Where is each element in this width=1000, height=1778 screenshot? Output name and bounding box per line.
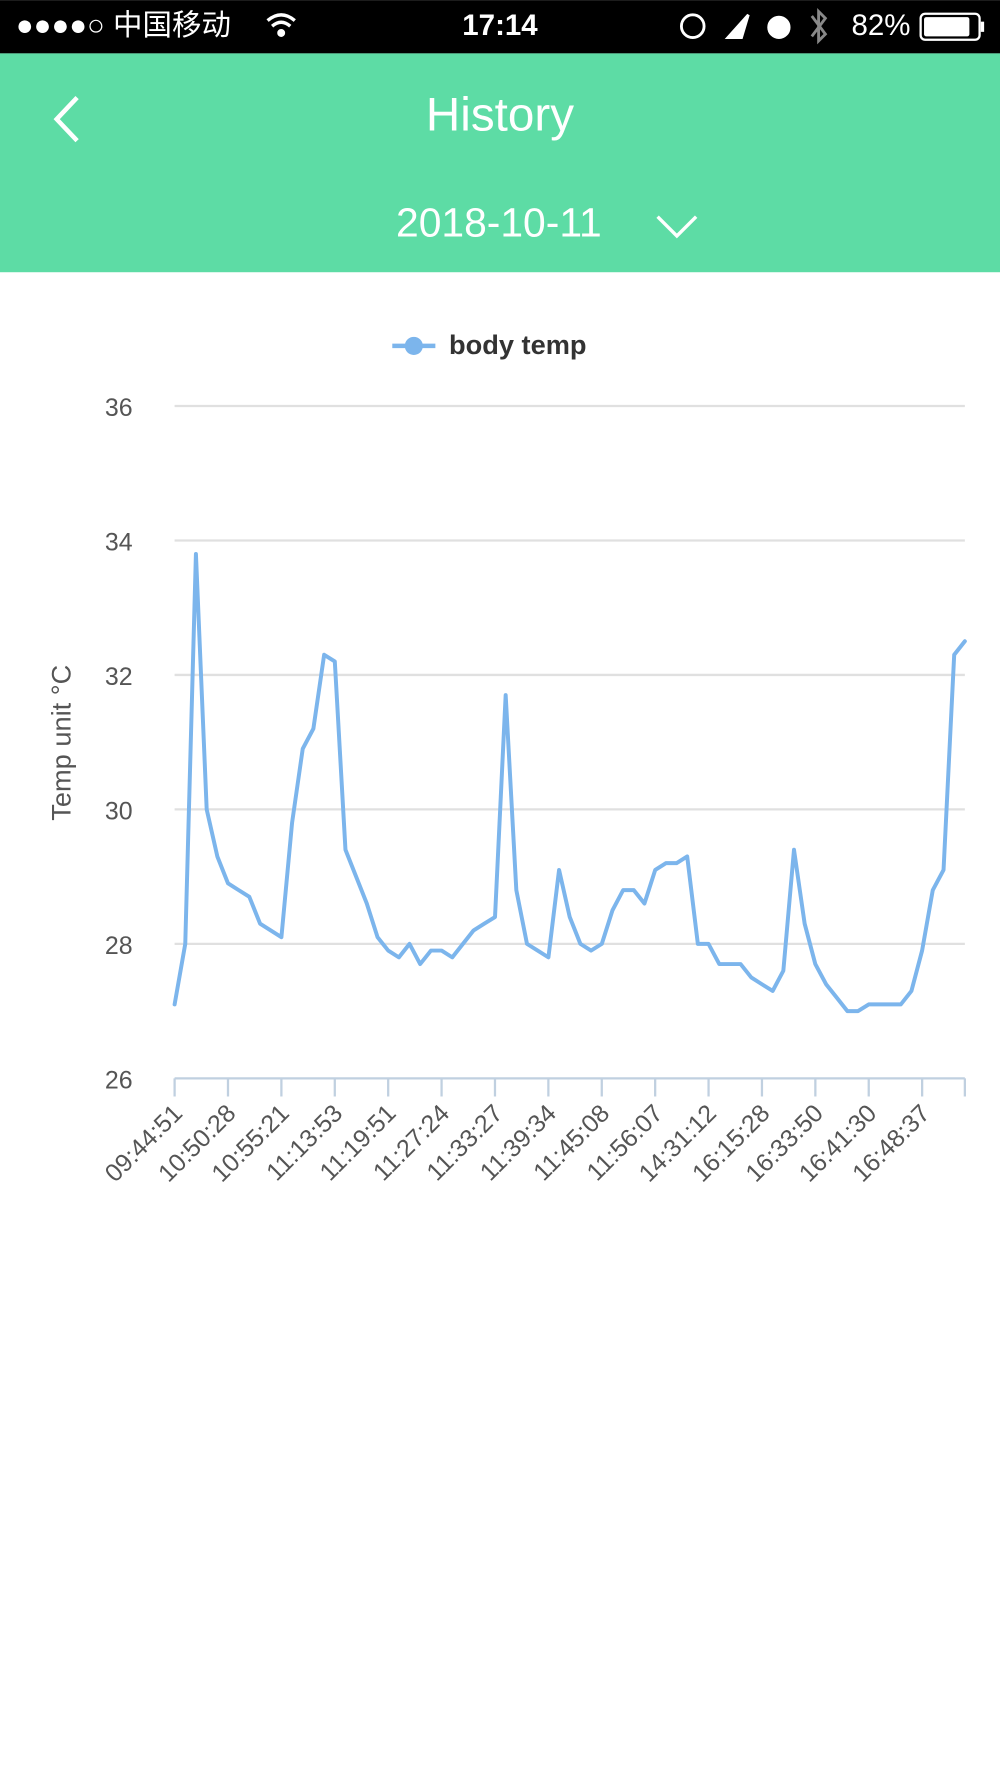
y-tick-label: 32 (105, 663, 133, 691)
back-button[interactable] (53, 96, 79, 143)
clock: 17:14 (462, 9, 538, 42)
y-tick-label: 28 (105, 932, 133, 960)
header (0, 53, 1000, 273)
chart: Temp unit °C 26283032343609:44:5110:50:2… (46, 329, 967, 1188)
y-tick-label: 30 (105, 797, 133, 825)
status-bar (0, 0, 1000, 54)
battery-percent: 82% (851, 9, 910, 42)
y-axis-label: Temp unit °C (46, 665, 77, 821)
status-icons (679, 8, 828, 45)
carrier: ●●●●○ 中国移动 (16, 9, 231, 42)
legend-marker (404, 336, 423, 355)
battery-icon (919, 12, 985, 41)
page-title: History (426, 89, 574, 142)
y-tick-label: 36 (105, 394, 133, 422)
data-line (172, 551, 967, 1014)
y-tick-label: 26 (105, 1066, 133, 1094)
legend-label: body temp (449, 329, 587, 360)
y-tick-label: 34 (105, 528, 133, 556)
date-dropdown-arrow[interactable] (656, 215, 698, 239)
wifi-icon (266, 13, 296, 37)
date-picker[interactable]: 2018-10-11 (396, 200, 602, 246)
